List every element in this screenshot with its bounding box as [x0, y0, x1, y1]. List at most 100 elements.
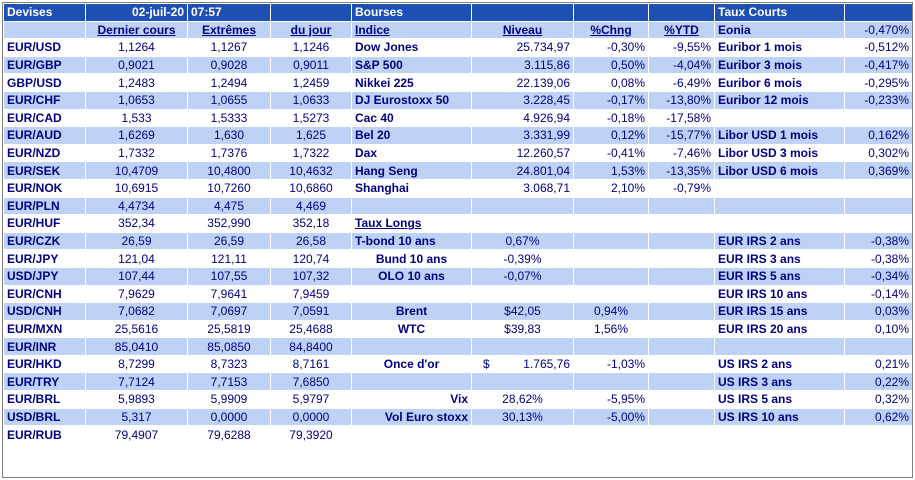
gold-value: 1.765,76	[523, 357, 570, 372]
blank-cell	[351, 425, 472, 444]
blank-cell	[573, 231, 649, 251]
fx-last: 7,9629	[85, 284, 188, 304]
blank-cell	[844, 337, 913, 356]
us-irs-value: 0,21%	[844, 354, 913, 374]
table-row: EUR/CNH 7,9629 7,9641 7,9459 EUR IRS 10 …	[3, 284, 913, 304]
fx-ext: 1,7376	[187, 143, 271, 163]
fx-day: 26,58	[270, 231, 352, 251]
eur-irs-value: 0,10%	[844, 319, 913, 339]
fx-day: 0,9011	[270, 55, 352, 75]
fx-pair: EUR/CZK	[3, 231, 86, 251]
short-rate-value: -0,470%	[844, 20, 913, 40]
index-name: DJ Eurostoxx 50	[351, 90, 472, 110]
eur-irs-value: -0,34%	[844, 266, 913, 286]
fx-pair: EUR/CHF	[3, 90, 86, 110]
fx-pair: EUR/RUB	[3, 425, 86, 444]
vol-value: 30,13%	[471, 407, 574, 427]
fx-pair: USD/BRL	[3, 407, 86, 427]
blank-cell	[844, 196, 913, 216]
index-ytd: -4,04%	[648, 55, 715, 75]
gold-chng: -1,03%	[573, 354, 649, 374]
commodity-chng: 0,94%	[573, 302, 649, 321]
index-level: 3.115,86	[471, 55, 574, 75]
blank-cell	[714, 214, 845, 233]
fx-day: 10,6860	[270, 178, 352, 198]
fx-last: 1,7332	[85, 143, 188, 163]
blank-cell	[573, 266, 649, 286]
vol-value: 28,62%	[471, 390, 574, 409]
fx-day: 1,2459	[270, 73, 352, 92]
us-irs-name: US IRS 5 ans	[714, 390, 845, 409]
fx-ext: 1,630	[187, 126, 271, 145]
long-rate-name: T-bond 10 ans	[351, 231, 472, 251]
us-irs-name: US IRS 10 ans	[714, 407, 845, 427]
vol-name: Vix	[351, 390, 472, 409]
header-blank	[573, 3, 649, 22]
fx-day: 7,0591	[270, 302, 352, 321]
table-row: USD/BRL 5,317 0,0000 0,0000 Vol Euro sto…	[3, 407, 913, 427]
index-ytd: -17,58%	[648, 108, 715, 128]
blank-cell	[573, 214, 649, 233]
us-irs-value: 0,22%	[844, 372, 913, 392]
devises-title: Devises	[3, 3, 86, 22]
table-row: EUR/CAD 1,533 1,5333 1,5273 Cac 40 4.926…	[3, 108, 913, 128]
taux-longs-title: Taux Longs	[351, 214, 472, 233]
index-chng: 0,08%	[573, 73, 649, 92]
fx-pair: USD/CNH	[3, 302, 86, 321]
short-rate-value: -0,512%	[844, 38, 913, 57]
eur-irs-name: EUR IRS 2 ans	[714, 231, 845, 251]
fx-pair: USD/JPY	[3, 266, 86, 286]
us-irs-value: 0,62%	[844, 407, 913, 427]
table-row: EUR/USD 1,1264 1,1267 1,1246 Dow Jones 2…	[3, 38, 913, 57]
fx-ext: 1,2494	[187, 73, 271, 92]
index-level: 3.228,45	[471, 90, 574, 110]
blank-cell	[573, 284, 649, 304]
long-rate-name: OLO 10 ans	[351, 266, 472, 286]
fx-day: 84,8400	[270, 337, 352, 356]
header-blank	[471, 3, 574, 22]
gold-name: Once d'or	[351, 354, 472, 374]
short-rate-name: Libor USD 3 mois	[714, 143, 845, 163]
blank-cell	[844, 108, 913, 128]
eur-irs-name: EUR IRS 15 ans	[714, 302, 845, 321]
header-blank	[270, 3, 352, 22]
col-chng: %Chng	[573, 20, 649, 40]
fx-ext: 26,59	[187, 231, 271, 251]
fx-last: 1,533	[85, 108, 188, 128]
blank-cell	[351, 337, 472, 356]
short-rate-value: 0,369%	[844, 161, 913, 180]
index-name: Nikkei 225	[351, 73, 472, 92]
fx-ext: 8,7323	[187, 354, 271, 374]
fx-ext: 25,5819	[187, 319, 271, 339]
fx-day: 1,0633	[270, 90, 352, 110]
blank-cell	[844, 425, 913, 444]
index-ytd: -13,35%	[648, 161, 715, 180]
fx-pair: EUR/CAD	[3, 108, 86, 128]
table-row: USD/CNH 7,0682 7,0697 7,0591 Brent $42,0…	[3, 302, 913, 321]
fx-pair: EUR/INR	[3, 337, 86, 356]
eur-irs-value: -0,38%	[844, 249, 913, 268]
blank-cell	[648, 302, 715, 321]
table-row: USD/JPY 107,44 107,55 107,32 OLO 10 ans …	[3, 266, 913, 286]
fx-last: 10,6915	[85, 178, 188, 198]
index-level: 12.260,57	[471, 143, 574, 163]
blank-cell	[471, 425, 574, 444]
fx-pair: EUR/CNH	[3, 284, 86, 304]
fx-day: 7,9459	[270, 284, 352, 304]
eur-irs-name: EUR IRS 5 ans	[714, 266, 845, 286]
fx-pair: EUR/MXN	[3, 319, 86, 339]
blank-cell	[573, 372, 649, 392]
eur-irs-value: 0,03%	[844, 302, 913, 321]
fx-day: 25,4688	[270, 319, 352, 339]
vol-chng: -5,00%	[573, 407, 649, 427]
table-row: GBP/USD 1,2483 1,2494 1,2459 Nikkei 225 …	[3, 73, 913, 92]
fx-last: 79,4907	[85, 425, 188, 444]
fx-ext: 10,7260	[187, 178, 271, 198]
index-chng: -0,30%	[573, 38, 649, 57]
index-chng: 1,53%	[573, 161, 649, 180]
fx-last: 85,0410	[85, 337, 188, 356]
index-chng: -0,17%	[573, 90, 649, 110]
blank-cell	[648, 354, 715, 374]
blank-cell	[573, 249, 649, 268]
blank-cell	[648, 425, 715, 444]
